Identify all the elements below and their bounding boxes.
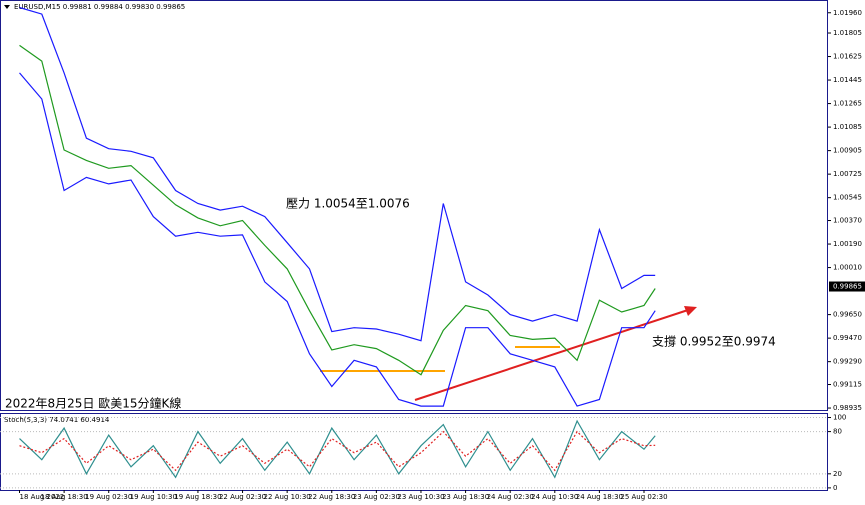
trend-arrow (414, 309, 689, 401)
stoch-title: Stoch(5,3,3) 74.0741 60.4914 (4, 416, 110, 424)
x-tick-label: 23 Aug 02:30 (353, 493, 400, 501)
x-tick-label: 24 Aug 02:30 (487, 493, 534, 501)
series-line (19, 419, 656, 479)
y-tick-label: 1.00010 (833, 264, 862, 272)
x-tick-label: 22 Aug 10:30 (264, 493, 311, 501)
y-tick-label: 1.00545 (833, 194, 862, 202)
series-line (19, 430, 656, 472)
last-price-marker (829, 281, 865, 292)
x-tick-label: 19 Aug 02:30 (85, 493, 132, 501)
y-tick-label: 1.00190 (833, 240, 862, 248)
stoch-frame (0, 413, 828, 491)
arrow-head (684, 306, 697, 316)
y-tick-label: 0.99470 (833, 334, 862, 342)
y-tick-label: 0.99115 (833, 381, 862, 389)
x-tick-label: 18 Aug 18:30 (41, 493, 88, 501)
y-tick-label: 1.01445 (833, 76, 862, 84)
series-line (19, 72, 656, 407)
x-tick-label: 18 Aug 2022 (20, 493, 65, 501)
price-frame (0, 0, 828, 411)
x-tick-label: 22 Aug 02:30 (219, 493, 266, 501)
y-tick-label: 80 (833, 428, 842, 436)
series-line (19, 6, 656, 342)
y-tick-label: 0.99650 (833, 311, 862, 319)
x-tick-label: 19 Aug 10:30 (130, 493, 177, 501)
annotation: 支撐 0.9952至0.9974 (652, 335, 776, 349)
x-tick-label: 23 Aug 10:30 (397, 493, 444, 501)
series-line (19, 44, 656, 376)
y-tick-label: 20 (833, 470, 842, 478)
y-tick-label: 1.01265 (833, 100, 862, 108)
y-tick-label: 1.00905 (833, 147, 862, 155)
y-tick-label: 0.98935 (833, 404, 862, 412)
y-tick-label: 1.01805 (833, 29, 862, 37)
x-tick-label: 24 Aug 18:30 (576, 493, 623, 501)
y-tick-label: 0 (833, 484, 837, 492)
annotation: 壓力 1.0054至1.0076 (286, 197, 410, 211)
y-tick-label: 100 (833, 414, 846, 422)
annotation: 2022年8月25日 歐美15分鐘K線 (5, 396, 181, 411)
x-tick-label: 23 Aug 18:30 (442, 493, 489, 501)
y-tick-label: 0.99290 (833, 358, 862, 366)
symbol-header: EURUSD,M15 0.99881 0.99884 0.99830 0.998… (14, 3, 185, 11)
last-price-label: 0.99865 (833, 283, 862, 291)
header-icon (4, 5, 10, 9)
y-tick-label: 1.00370 (833, 217, 862, 225)
x-tick-label: 24 Aug 10:30 (531, 493, 578, 501)
y-tick-label: 1.01625 (833, 53, 862, 61)
y-tick-label: 1.01085 (833, 123, 862, 131)
x-tick-label: 22 Aug 18:30 (308, 493, 355, 501)
y-tick-label: 1.00725 (833, 170, 862, 178)
x-tick-label: 25 Aug 02:30 (620, 493, 667, 501)
x-tick-label: 19 Aug 18:30 (174, 493, 221, 501)
y-tick-label: 1.01960 (833, 9, 862, 17)
